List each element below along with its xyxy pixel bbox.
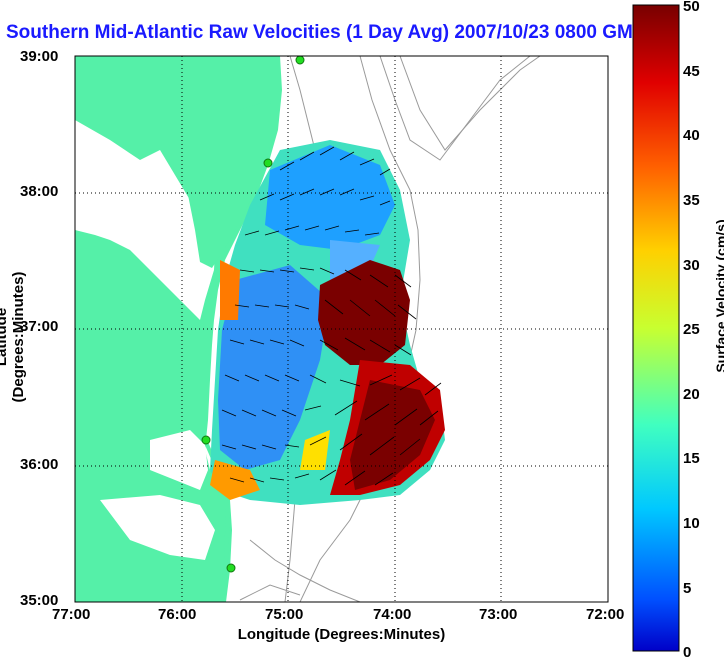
land-peninsula xyxy=(180,100,272,268)
lon-tick-72: 72:00 xyxy=(586,606,625,623)
lat-tick-35: 35:00 xyxy=(20,592,59,609)
colorbar-tick-0: 0 xyxy=(683,644,692,661)
x-axis-label: Longitude (Degrees:Minutes) xyxy=(237,626,446,643)
map-title: Southern Mid-Atlantic Raw Velocities (1 … xyxy=(6,22,645,43)
radar-stations xyxy=(201,56,305,573)
velocity-field xyxy=(210,140,445,505)
lon-tick-75: 75:00 xyxy=(265,606,304,623)
station-marker xyxy=(263,158,273,168)
lon-tick-76: 76:00 xyxy=(158,606,197,623)
map-border xyxy=(74,55,609,603)
colorbar-tick-15: 15 xyxy=(683,450,700,467)
colorbar-tick-5: 5 xyxy=(683,580,692,597)
colorbar-tick-40: 40 xyxy=(683,127,700,144)
colorbar-tick-35: 35 xyxy=(683,192,700,209)
colorbar-tick-25: 25 xyxy=(683,321,700,338)
lon-tick-73: 73:00 xyxy=(479,606,518,623)
lon-tick-74: 74:00 xyxy=(373,606,412,623)
colorbar-tick-10: 10 xyxy=(683,515,700,532)
station-marker xyxy=(226,563,236,573)
chesapeake-bay xyxy=(75,120,215,320)
lat-tick-38: 38:00 xyxy=(20,183,59,200)
colorbar-tick-50: 50 xyxy=(683,0,700,15)
colorbar-tick-20: 20 xyxy=(683,386,700,403)
lat-tick-37: 37:00 xyxy=(20,318,59,335)
colorbar-tick-30: 30 xyxy=(683,257,700,274)
pamlico-sound xyxy=(100,430,215,560)
colorbar xyxy=(632,4,680,652)
velocity-arrows xyxy=(221,146,442,486)
station-marker xyxy=(295,56,305,65)
lat-tick-39: 39:00 xyxy=(20,48,59,65)
station-marker xyxy=(201,435,211,445)
lat-tick-36: 36:00 xyxy=(20,456,59,473)
map-grid xyxy=(75,56,608,602)
lon-tick-77: 77:00 xyxy=(52,606,91,623)
colorbar-tick-45: 45 xyxy=(683,63,700,80)
